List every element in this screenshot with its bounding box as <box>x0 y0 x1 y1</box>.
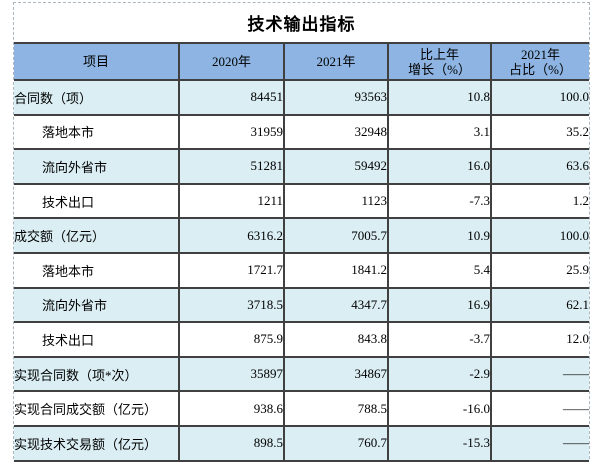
value-2020: 3718.5 <box>178 287 284 324</box>
value-2020: 938.6 <box>178 391 284 427</box>
value-2021-share: —— <box>490 425 589 462</box>
table-row: 流向外省市 51281 59492 16.0 63.6 <box>14 149 589 185</box>
value-2021-share: —— <box>490 391 589 427</box>
value-2021: 93563 <box>283 80 388 116</box>
value-yoy-growth: -3.7 <box>387 322 491 358</box>
value-2021-share: 12.0 <box>490 322 589 358</box>
value-2021: 788.5 <box>283 391 388 427</box>
table-row: 实现技术交易额（亿元） 898.5 760.7 -15.3 —— <box>14 425 589 462</box>
value-2020: 6316.2 <box>178 218 284 254</box>
value-2021: 59492 <box>283 149 388 185</box>
column-header-item: 项目 <box>14 42 179 81</box>
value-2020: 31959 <box>178 114 284 151</box>
value-2021: 34867 <box>283 356 388 393</box>
table-row: 技术出口 1211 1123 -7.3 1.2 <box>14 183 589 220</box>
value-2021: 1123 <box>283 183 388 220</box>
table-body: 合同数（项） 84451 93563 10.8 100.0 落地本市 31959… <box>14 80 589 462</box>
table-row: 流向外省市 3718.5 4347.7 16.9 62.1 <box>14 287 589 324</box>
value-yoy-growth: -16.0 <box>387 391 491 427</box>
value-2020: 1721.7 <box>178 252 284 289</box>
value-yoy-growth: -2.9 <box>387 356 491 393</box>
row-label: 技术出口 <box>14 183 179 220</box>
row-label: 实现技术交易额（亿元） <box>14 425 179 462</box>
table-row: 落地本市 1721.7 1841.2 5.4 25.9 <box>14 252 589 289</box>
value-yoy-growth: 16.0 <box>387 149 491 185</box>
value-yoy-growth: 10.9 <box>387 218 491 254</box>
value-2020: 1211 <box>178 183 284 220</box>
column-header-2021-share: 2021年 占比（%） <box>490 42 589 81</box>
value-2021-share: —— <box>490 356 589 393</box>
value-2021: 760.7 <box>283 425 388 462</box>
value-2020: 898.5 <box>178 425 284 462</box>
table-header-row: 项目 2020年 2021年 比上年 增长（%） 2021年 占比（%） <box>14 42 589 81</box>
row-label: 落地本市 <box>14 114 179 151</box>
value-2021-share: 25.9 <box>490 252 589 289</box>
value-2020: 875.9 <box>178 322 284 358</box>
table-row: 技术出口 875.9 843.8 -3.7 12.0 <box>14 322 589 358</box>
table-row: 成交额（亿元） 6316.2 7005.7 10.9 100.0 <box>14 218 589 254</box>
value-2021: 4347.7 <box>283 287 388 324</box>
value-2021-share: 62.1 <box>490 287 589 324</box>
row-label: 实现合同成交额（亿元） <box>14 391 179 427</box>
table-row: 实现合同数（项*次） 35897 34867 -2.9 —— <box>14 356 589 393</box>
column-header-yoy-growth: 比上年 增长（%） <box>387 42 491 81</box>
row-label: 流向外省市 <box>14 287 179 324</box>
row-label: 技术出口 <box>14 322 179 358</box>
value-2021: 1841.2 <box>283 252 388 289</box>
table-row: 实现合同成交额（亿元） 938.6 788.5 -16.0 —— <box>14 391 589 427</box>
value-yoy-growth: -15.3 <box>387 425 491 462</box>
value-yoy-growth: 10.8 <box>387 80 491 116</box>
value-2021-share: 1.2 <box>490 183 589 220</box>
value-2021-share: 100.0 <box>490 80 589 116</box>
column-header-2021: 2021年 <box>283 42 388 81</box>
table-row: 合同数（项） 84451 93563 10.8 100.0 <box>14 80 589 116</box>
table-title: 技术输出指标 <box>247 15 356 34</box>
value-2021: 32948 <box>283 114 388 151</box>
indicator-table: 项目 2020年 2021年 比上年 增长（%） 2021年 占比（%） 合同数… <box>14 42 589 462</box>
table-row: 落地本市 31959 32948 3.1 35.2 <box>14 114 589 151</box>
value-2020: 35897 <box>178 356 284 393</box>
value-2021: 843.8 <box>283 322 388 358</box>
value-yoy-growth: 3.1 <box>387 114 491 151</box>
value-2020: 84451 <box>178 80 284 116</box>
row-label: 合同数（项） <box>14 80 179 116</box>
value-yoy-growth: 5.4 <box>387 252 491 289</box>
row-label: 落地本市 <box>14 252 179 289</box>
row-label: 实现合同数（项*次） <box>14 356 179 393</box>
print-area: 技术输出指标 项目 2020年 2021年 比上年 增长（%） 2021年 占比… <box>13 2 590 462</box>
value-2021: 7005.7 <box>283 218 388 254</box>
value-2021-share: 100.0 <box>490 218 589 254</box>
row-label: 成交额（亿元） <box>14 218 179 254</box>
value-yoy-growth: 16.9 <box>387 287 491 324</box>
value-2021-share: 35.2 <box>490 114 589 151</box>
value-yoy-growth: -7.3 <box>387 183 491 220</box>
row-label: 流向外省市 <box>14 149 179 185</box>
value-2021-share: 63.6 <box>490 149 589 185</box>
column-header-2020: 2020年 <box>178 42 284 81</box>
value-2020: 51281 <box>178 149 284 185</box>
